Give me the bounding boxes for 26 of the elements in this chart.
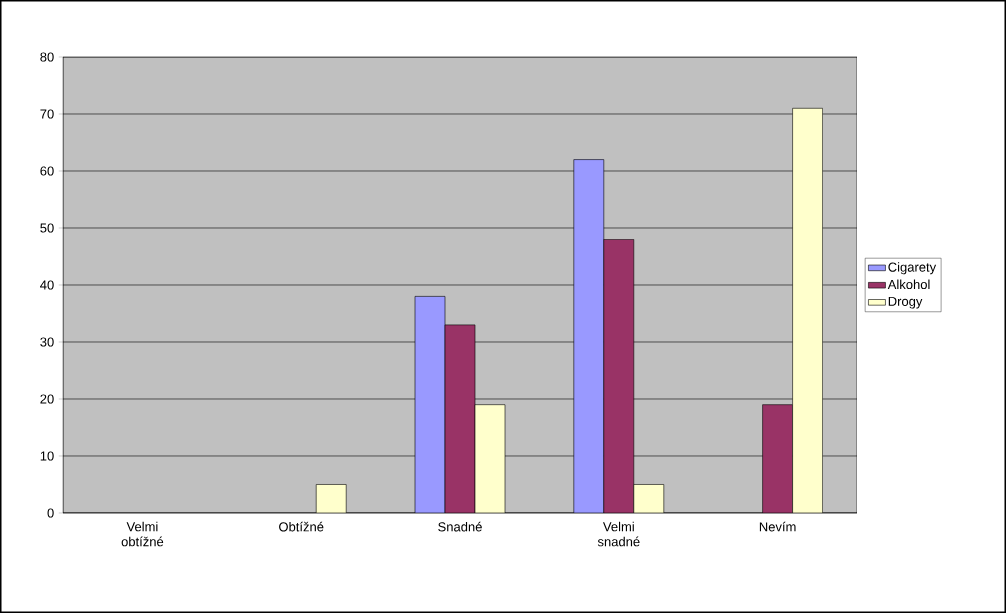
y-tick-label: 70 — [40, 109, 54, 119]
x-tick-label: Velmi snadné — [597, 521, 640, 547]
bar — [444, 324, 476, 513]
bar — [474, 404, 506, 513]
x-tick-label: Nevím — [759, 521, 796, 532]
bar — [792, 107, 823, 513]
y-tick-label: 30 — [40, 337, 54, 347]
y-tick-label: 80 — [40, 52, 54, 62]
x-tick-label: Velmi obtížné — [121, 521, 164, 547]
bar — [762, 404, 793, 513]
y-tick-label: 10 — [40, 451, 54, 461]
bar — [414, 296, 446, 513]
x-tick-label: Obtížné — [279, 521, 324, 532]
x-tick-label: Snadné — [438, 521, 482, 532]
y-tick-label: 60 — [40, 166, 54, 176]
legend-label: Cigarety — [888, 262, 937, 275]
y-tick-label: 0 — [47, 508, 54, 518]
y-tick-label: 40 — [40, 280, 54, 290]
bar — [633, 484, 665, 513]
legend-label: Drogy — [888, 296, 923, 309]
bar — [573, 159, 605, 513]
bar — [315, 484, 347, 513]
legend-label: Alkohol — [887, 279, 930, 290]
y-tick-label: 20 — [40, 394, 54, 404]
y-tick-label: 50 — [40, 223, 54, 233]
bar — [603, 239, 635, 513]
